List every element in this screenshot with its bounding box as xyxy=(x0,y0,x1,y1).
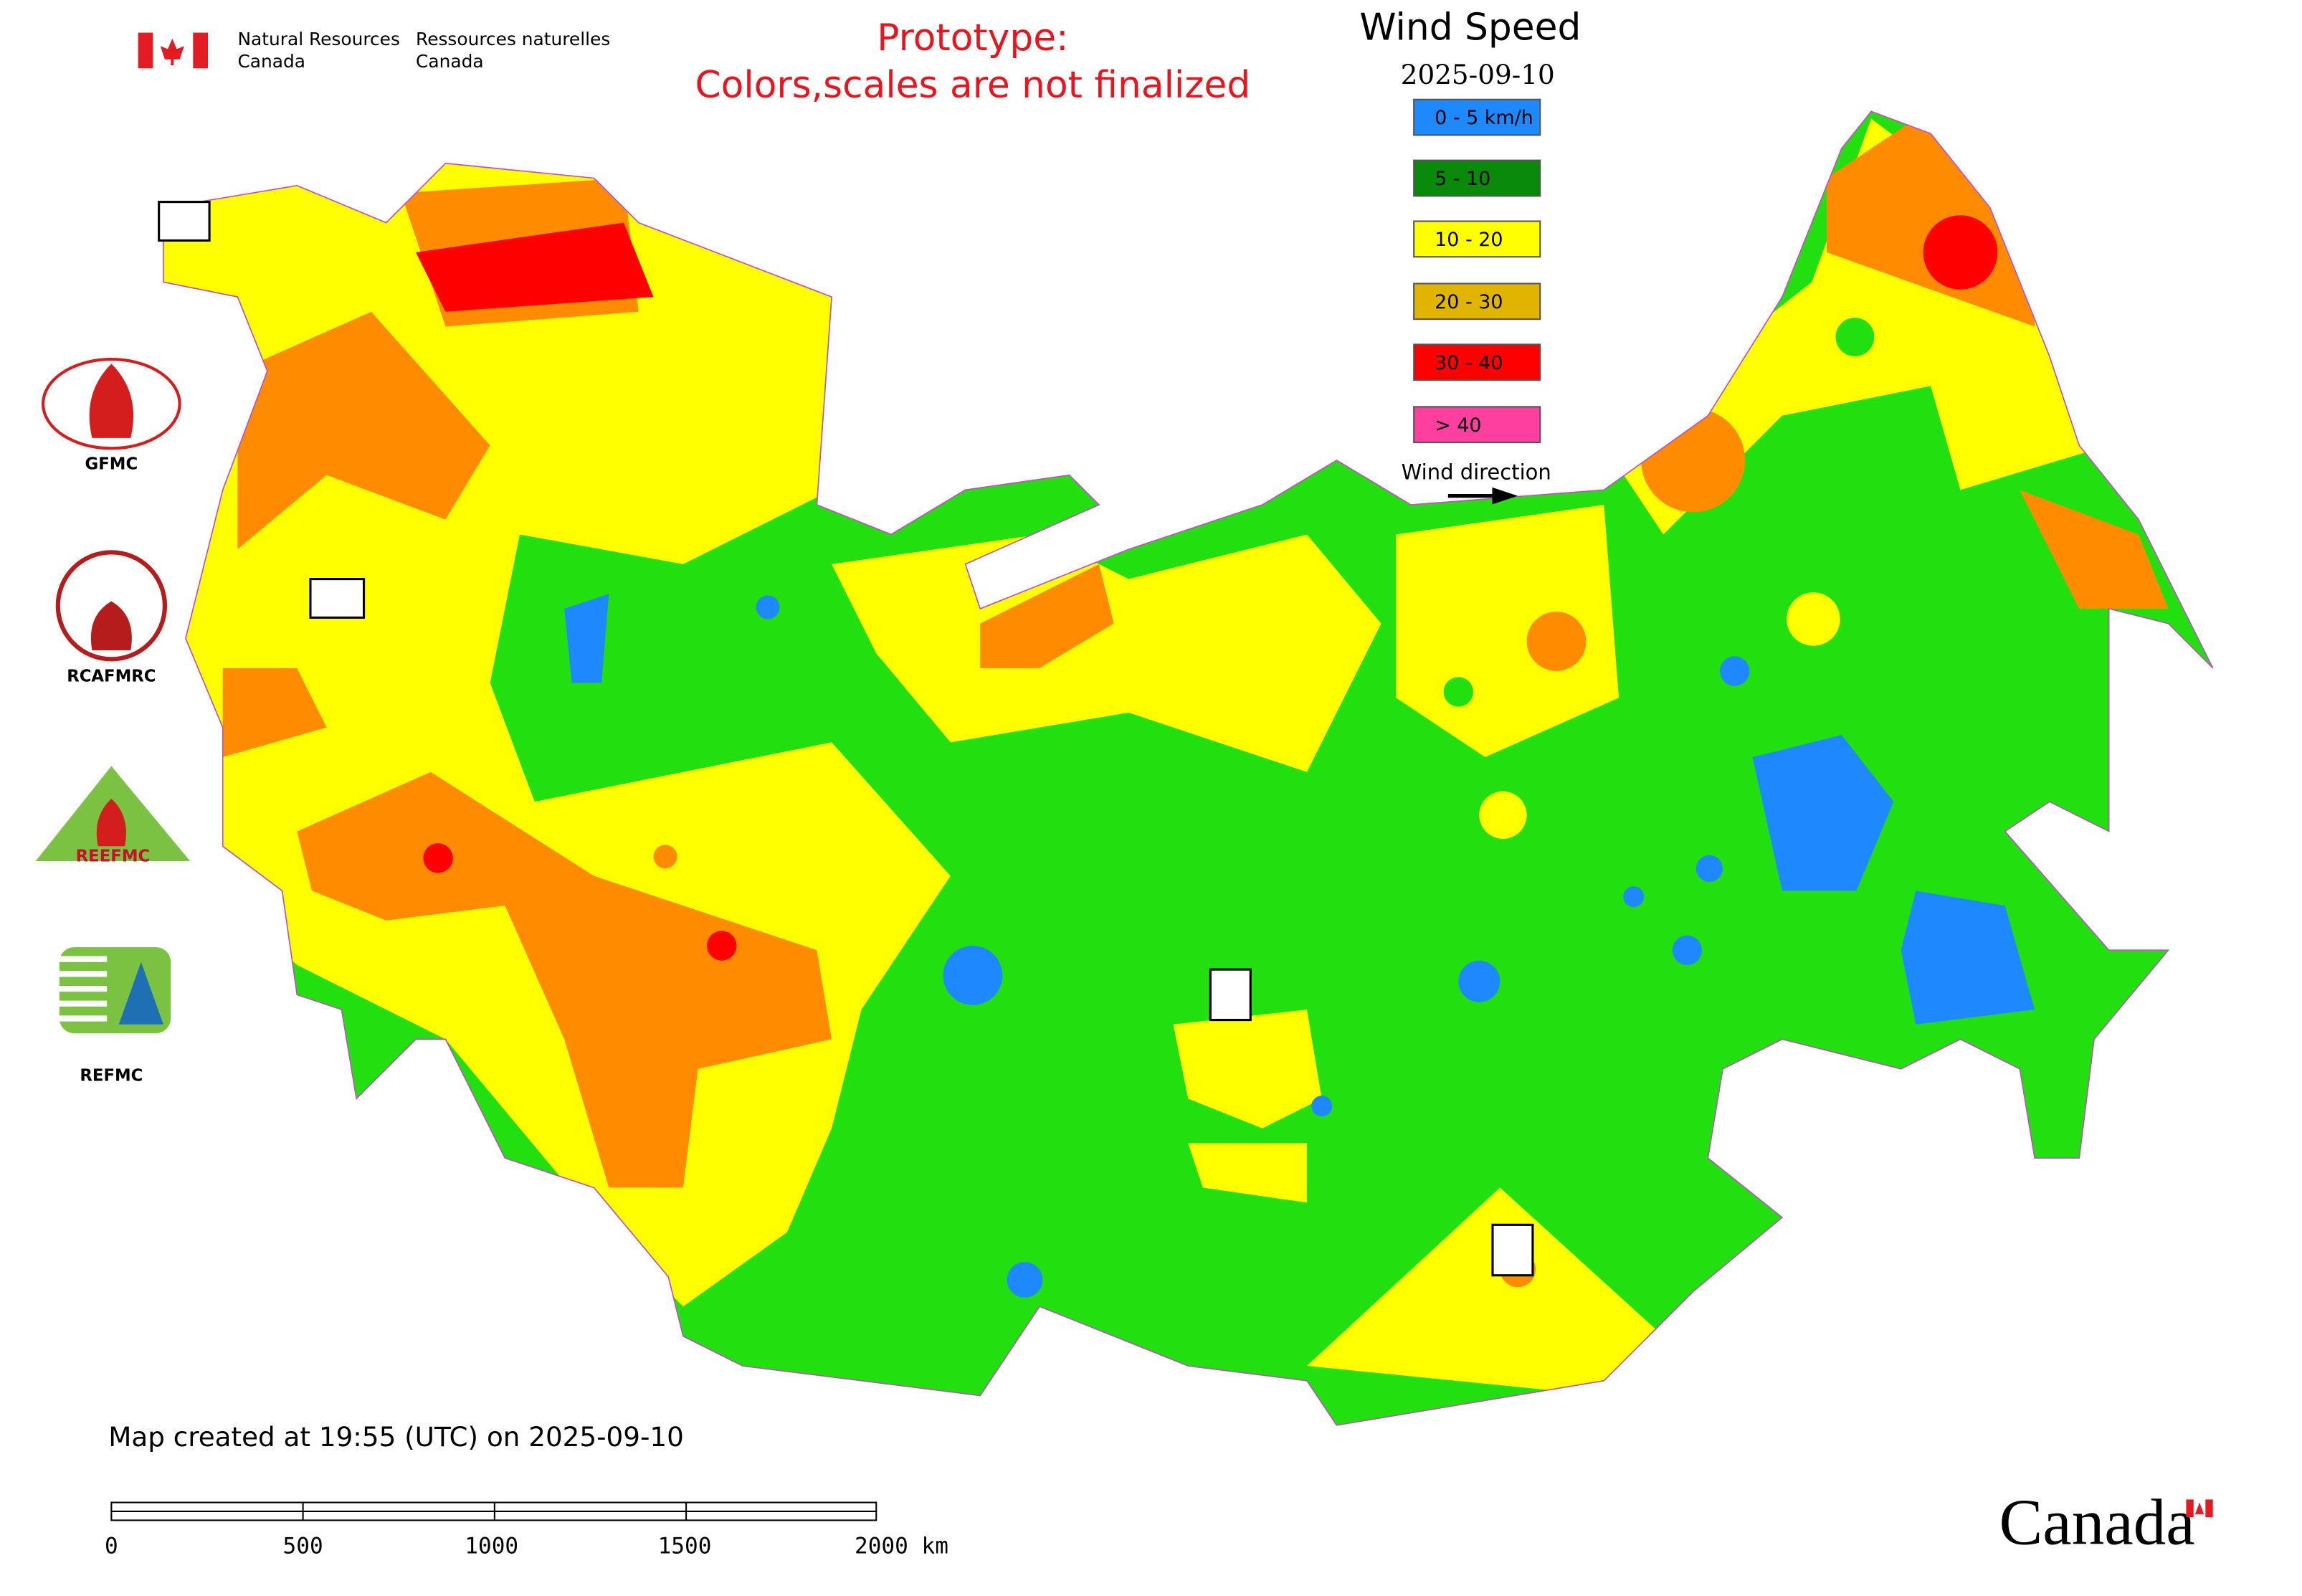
logo-label: REFMC xyxy=(80,1067,143,1086)
logo-mark-text: REEFMC xyxy=(76,847,151,865)
scale-label: 0 xyxy=(105,1534,118,1559)
legend-swatch xyxy=(1413,282,1541,320)
scale-bar xyxy=(110,1501,877,1521)
wordmark-flag xyxy=(2186,1499,2213,1518)
notice-line: Prototype: xyxy=(877,16,1068,60)
country-fr: Canada xyxy=(416,51,484,72)
logo-label: RCAFMRC xyxy=(67,668,156,686)
legend-title: Wind Speed xyxy=(1359,6,1581,49)
legend-label: 5 - 10 xyxy=(1435,168,1490,190)
legend-label: 10 - 20 xyxy=(1435,229,1503,251)
legend-label: 30 - 40 xyxy=(1435,352,1503,374)
border xyxy=(163,110,2214,1426)
dept-fr: Ressources naturelles xyxy=(416,29,610,49)
legend-swatch xyxy=(1413,406,1541,444)
legend-label: 0 - 5 km/h xyxy=(1435,107,1533,129)
country-en: Canada xyxy=(237,51,305,72)
legend-date: 2025-09-10 xyxy=(1401,59,1555,90)
canada-wordmark: Canada xyxy=(1999,1486,2194,1559)
scale-label: 2000 km xyxy=(855,1534,948,1559)
created-note: Map created at 19:55 (UTC) on 2025-09-10 xyxy=(108,1421,684,1453)
legend: Wind Speed 2025-09-10 0 - 5 km/h 5 - 10 … xyxy=(1359,6,1581,505)
dept-en: Natural Resources xyxy=(237,29,399,49)
logos: GFMC RCAFMRC REEFMC REFMC xyxy=(35,358,191,1086)
notice-line: Colors,scales are not finalized xyxy=(695,64,1251,107)
logo-label: GFMC xyxy=(85,455,138,474)
legend-label: 20 - 30 xyxy=(1435,291,1503,313)
legend-label: > 40 xyxy=(1435,414,1481,437)
centre-markers xyxy=(158,201,1534,1277)
legend-swatch xyxy=(1413,98,1541,136)
legend-swatch xyxy=(1413,220,1541,258)
legend-swatch xyxy=(1413,159,1541,197)
scale-label: 500 xyxy=(283,1534,323,1559)
scale-label: 1500 xyxy=(658,1534,712,1559)
scale-label: 1000 xyxy=(465,1534,518,1559)
direction-label: Wind direction xyxy=(1402,460,1551,485)
direction-arrow xyxy=(1447,487,1518,505)
legend-swatch xyxy=(1413,343,1541,381)
nrcan-header: Natural Resources Canada Ressources natu… xyxy=(138,29,610,72)
